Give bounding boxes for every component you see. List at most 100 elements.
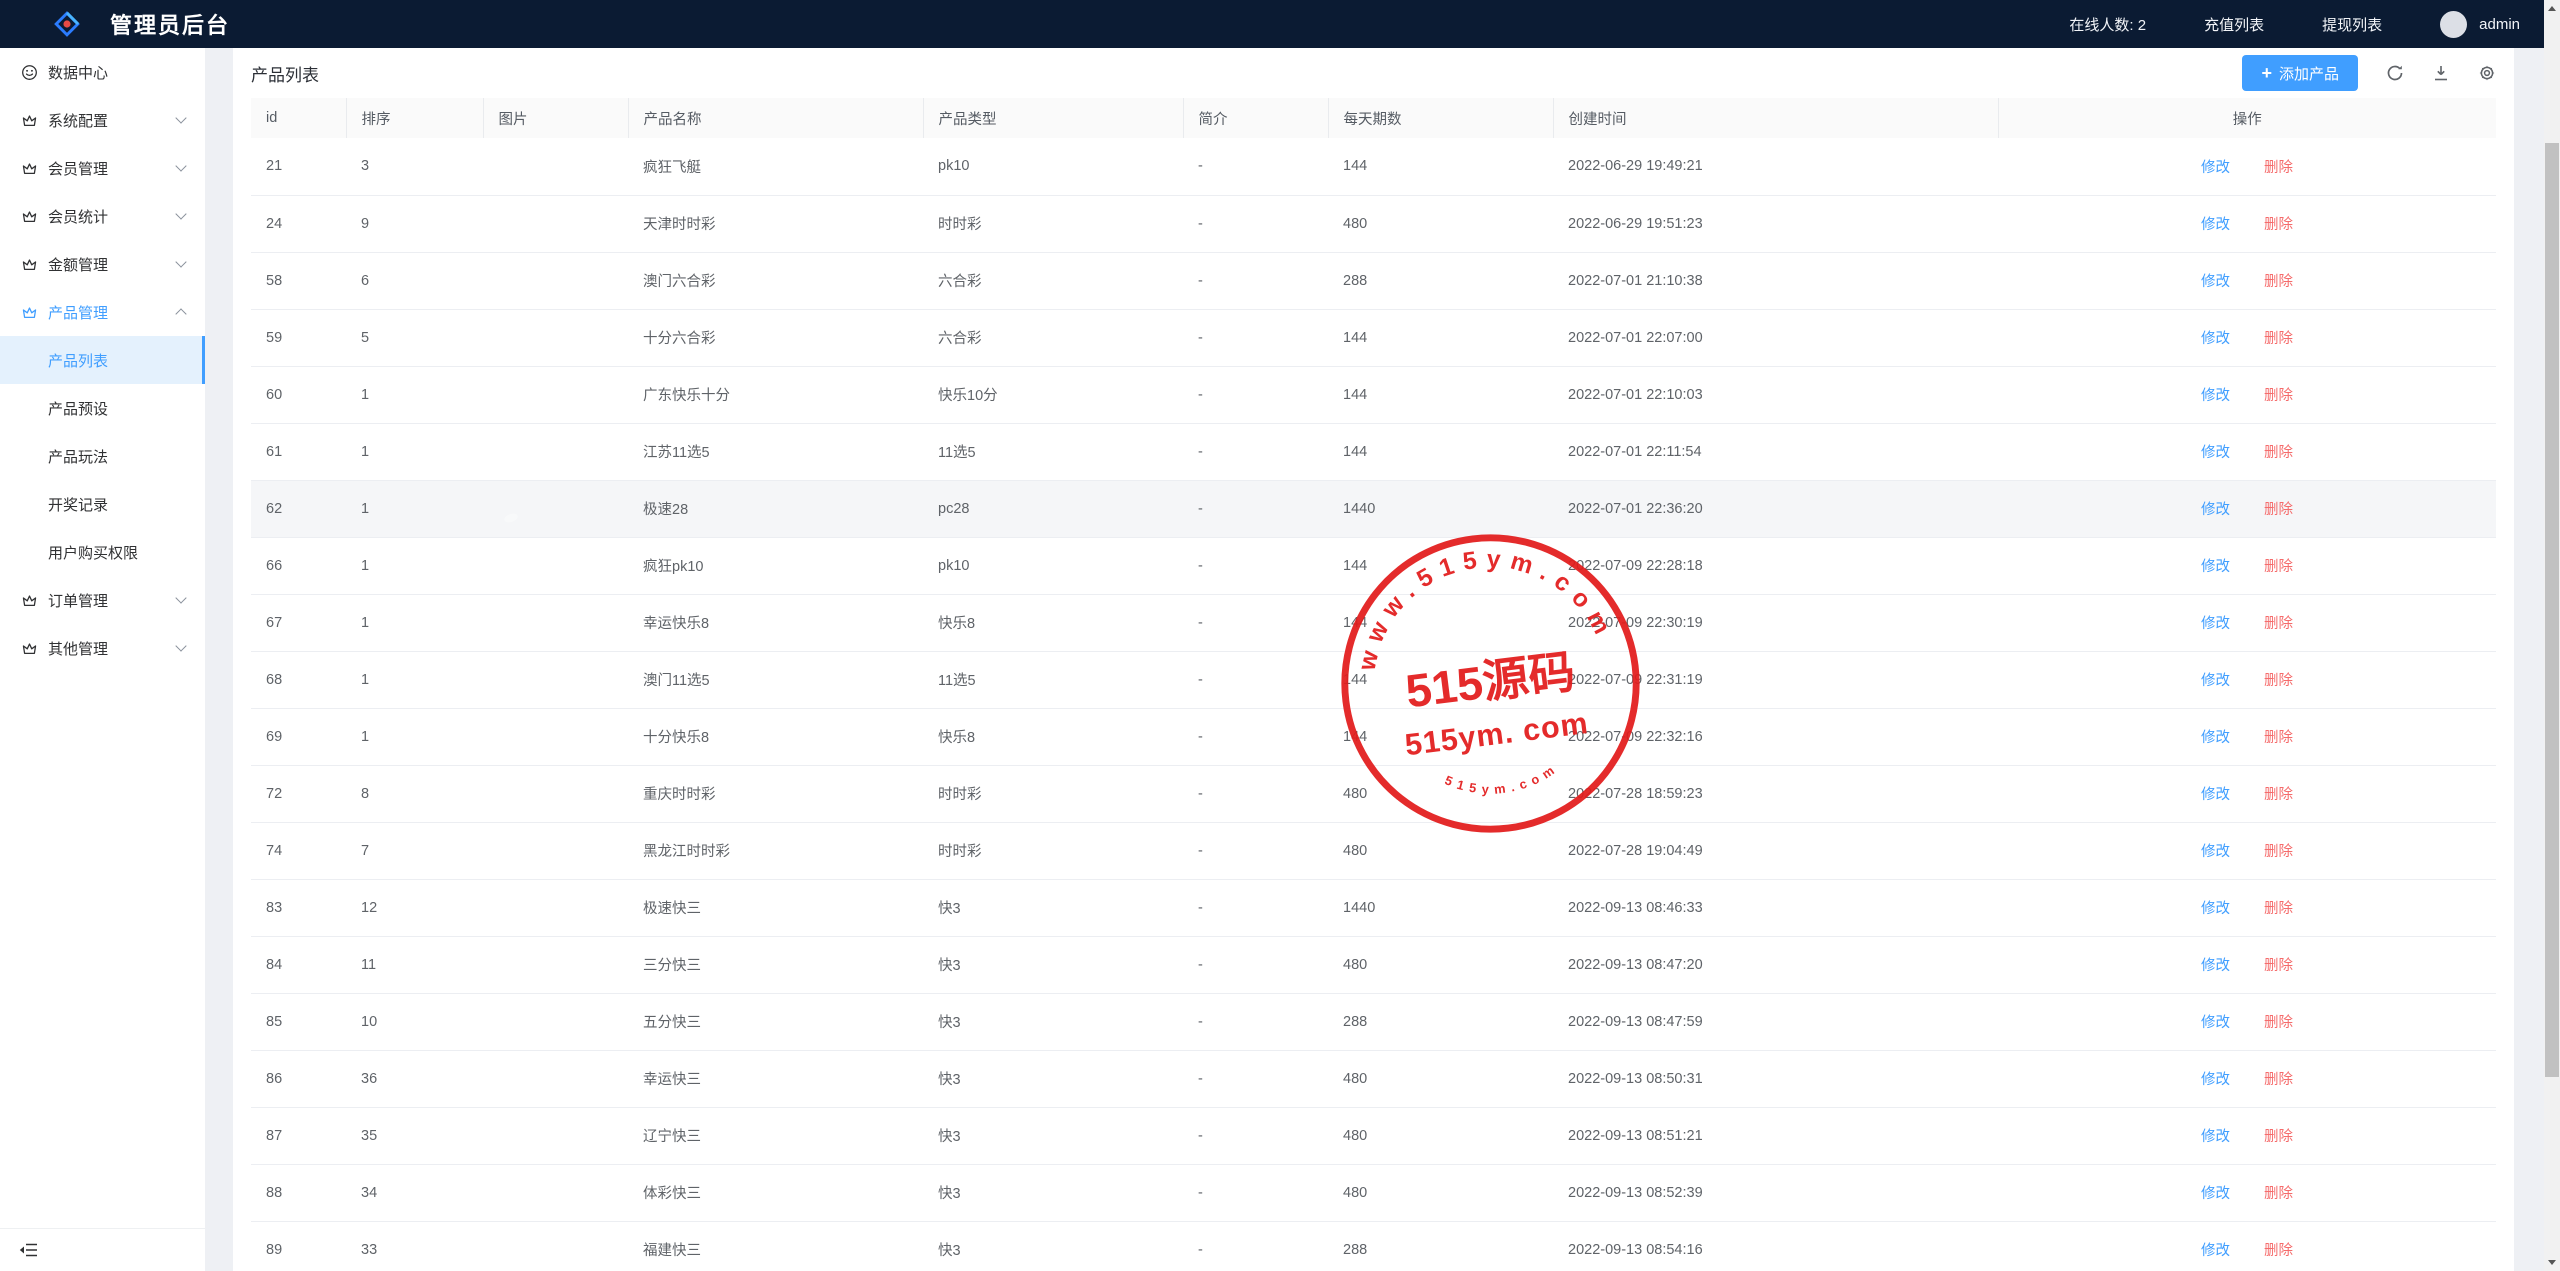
sidebar-subitem-lottery-record[interactable]: 开奖记录 [0,480,205,528]
delete-link[interactable]: 删除 [2264,730,2293,746]
delete-link[interactable]: 删除 [2264,1129,2293,1145]
sidebar-item-other-mgmt[interactable]: 其他管理 [0,624,205,672]
delete-link[interactable]: 删除 [2264,331,2293,347]
table-row: 69 1 十分快乐8 快乐8 - 144 2022-07-09 22:32:16… [251,708,2496,766]
cell-created: 2022-07-09 22:31:19 [1553,651,1998,709]
edit-link[interactable]: 修改 [2201,274,2230,290]
sidebar-subitem-product-preset[interactable]: 产品预设 [0,384,205,432]
sidebar-subitem-product-list[interactable]: 产品列表 [0,336,205,384]
cell-actions: 修改 删除 [1998,993,2496,1051]
sidebar-item-member-stats[interactable]: 会员统计 [0,192,205,240]
table-header-row: id 排序 图片 产品名称 产品类型 简介 每天期数 创建时间 操作 [251,98,2496,138]
edit-link[interactable]: 修改 [2201,616,2230,632]
cell-type: 六合彩 [923,252,1183,310]
edit-link[interactable]: 修改 [2201,217,2230,233]
crown-icon [22,210,37,222]
scroll-up-icon[interactable] [2548,6,2556,11]
delete-link[interactable]: 删除 [2264,1243,2293,1259]
cell-periods: 480 [1328,936,1553,994]
delete-link[interactable]: 删除 [2264,388,2293,404]
edit-link[interactable]: 修改 [2201,445,2230,461]
sidebar-item-order-mgmt[interactable]: 订单管理 [0,576,205,624]
edit-link[interactable]: 修改 [2201,331,2230,347]
delete-link[interactable]: 删除 [2264,1015,2293,1031]
cell-periods: 480 [1328,1164,1553,1222]
sidebar-item-member-mgmt[interactable]: 会员管理 [0,144,205,192]
edit-link[interactable]: 修改 [2201,730,2230,746]
cell-image [483,195,628,253]
username[interactable]: admin [2479,15,2520,33]
cell-sort: 9 [346,195,483,253]
edit-link[interactable]: 修改 [2201,901,2230,917]
avatar[interactable] [2440,10,2468,38]
edit-link[interactable]: 修改 [2201,844,2230,860]
sidebar-item-product-mgmt[interactable]: 产品管理 [0,288,205,336]
cell-intro: - [1183,651,1328,709]
edit-link[interactable]: 修改 [2201,559,2230,575]
delete-link[interactable]: 删除 [2264,159,2293,176]
sidebar-item-amount-mgmt[interactable]: 金额管理 [0,240,205,288]
scroll-down-icon[interactable] [2548,1260,2556,1265]
edit-link[interactable]: 修改 [2201,1186,2230,1202]
cell-type: 快3 [923,1164,1183,1222]
edit-link[interactable]: 修改 [2201,159,2230,176]
cell-type: pk10 [923,138,1183,196]
plus-icon: + [2261,62,2272,83]
withdraw-list-link[interactable]: 提现列表 [2322,16,2383,34]
delete-link[interactable]: 删除 [2264,1186,2293,1202]
delete-link[interactable]: 删除 [2264,787,2293,803]
edit-link[interactable]: 修改 [2201,1243,2230,1259]
cell-name: 体彩快三 [628,1164,923,1222]
cell-name: 重庆时时彩 [628,765,923,823]
edit-link[interactable]: 修改 [2201,502,2230,518]
sidebar-item-data-center[interactable]: 数据中心 [0,48,205,96]
cell-name: 疯狂飞艇 [628,138,923,196]
scrollbar-thumb[interactable] [2545,143,2559,1077]
sidebar-item-system-config[interactable]: 系统配置 [0,96,205,144]
cell-sort: 3 [346,138,483,196]
delete-link[interactable]: 删除 [2264,844,2293,860]
table-row: 89 33 福建快三 快3 - 288 2022-09-13 08:54:16 … [251,1221,2496,1271]
edit-link[interactable]: 修改 [2201,958,2230,974]
cell-periods: 1440 [1328,480,1553,538]
chevron-down-icon [175,160,187,172]
download-icon[interactable] [2432,64,2450,82]
cell-intro: - [1183,537,1328,595]
edit-link[interactable]: 修改 [2201,388,2230,404]
menu-fold-icon[interactable] [19,1242,38,1258]
delete-link[interactable]: 删除 [2264,502,2293,518]
col-header-image: 图片 [483,98,629,138]
cell-image [483,138,628,196]
refresh-icon[interactable] [2386,64,2404,82]
delete-link[interactable]: 删除 [2264,559,2293,575]
delete-link[interactable]: 删除 [2264,958,2293,974]
cell-name: 极速快三 [628,879,923,937]
cell-image [483,1221,628,1271]
sidebar-subitem-product-play[interactable]: 产品玩法 [0,432,205,480]
delete-link[interactable]: 删除 [2264,217,2293,233]
add-product-button[interactable]: + 添加产品 [2242,55,2358,91]
cell-created: 2022-09-13 08:54:16 [1553,1221,1998,1271]
sidebar-subitem-user-purchase-auth[interactable]: 用户购买权限 [0,528,205,576]
table-row: 58 6 澳门六合彩 六合彩 - 288 2022-07-01 21:10:38… [251,252,2496,310]
edit-link[interactable]: 修改 [2201,673,2230,689]
recharge-list-link[interactable]: 充值列表 [2204,16,2265,34]
edit-link[interactable]: 修改 [2201,1015,2230,1031]
cell-intro: - [1183,708,1328,766]
cell-type: 时时彩 [923,822,1183,880]
edit-link[interactable]: 修改 [2201,787,2230,803]
delete-link[interactable]: 删除 [2264,445,2293,461]
sidebar-item-label: 产品管理 [48,304,109,322]
table-row: 66 1 疯狂pk10 pk10 - 144 2022-07-09 22:28:… [251,537,2496,595]
delete-link[interactable]: 删除 [2264,673,2293,689]
edit-link[interactable]: 修改 [2201,1072,2230,1088]
cell-id: 67 [251,594,346,652]
delete-link[interactable]: 删除 [2264,616,2293,632]
gear-icon[interactable] [2478,64,2496,82]
delete-link[interactable]: 删除 [2264,1072,2293,1088]
vertical-scrollbar[interactable] [2544,0,2560,1271]
cell-created: 2022-09-13 08:52:39 [1553,1164,1998,1222]
delete-link[interactable]: 删除 [2264,274,2293,290]
delete-link[interactable]: 删除 [2264,901,2293,917]
edit-link[interactable]: 修改 [2201,1129,2230,1145]
